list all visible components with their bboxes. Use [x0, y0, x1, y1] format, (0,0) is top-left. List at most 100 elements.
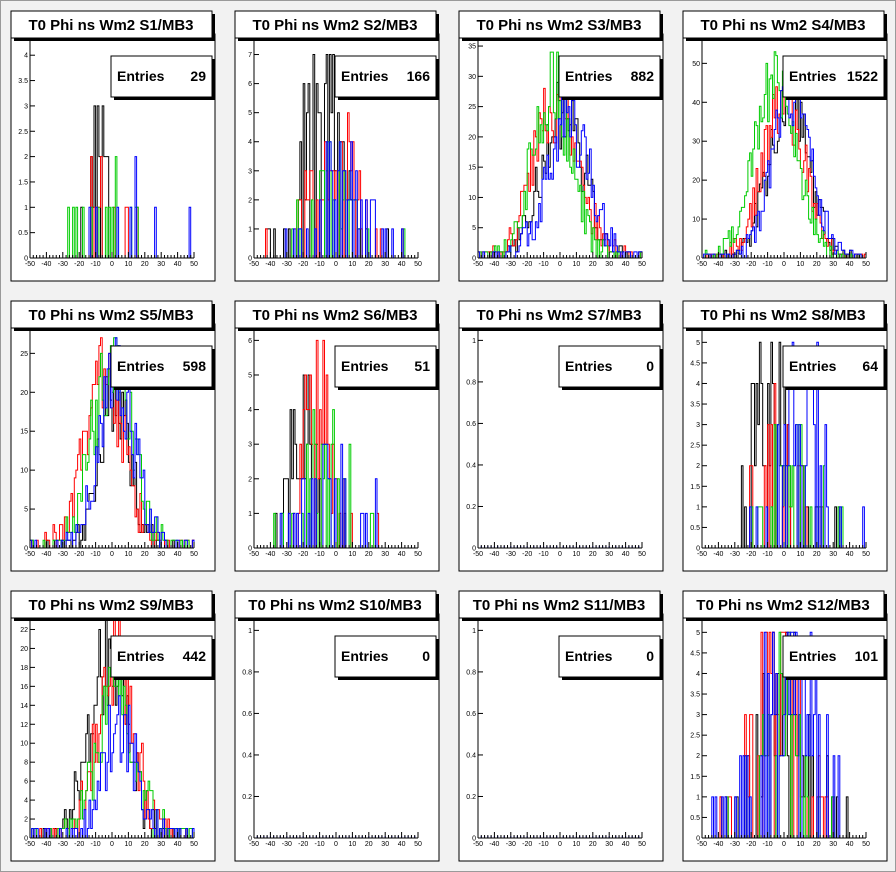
entries-label: Entries: [117, 68, 165, 84]
stats-box: [782, 55, 885, 98]
histogram-svg: -50 -40 -30 -20 -10 0 10 20 30 40 5000.20.40.60.81…: [458, 300, 664, 572]
x-tick-label: 10: [125, 841, 133, 848]
x-tick-label: -20: [298, 261, 308, 268]
x-tick-label: 50: [190, 261, 198, 268]
histogram-pad: -50 -40 -30 -20 -10 0 10 20 30 40 50 0 0.5 1 1.5 2 2.5 3 3…: [1, 2, 225, 292]
x-tick-label: -50: [25, 841, 35, 848]
histogram-pad: -50 -40 -30 -20 -10 0 10 20 30 40 50 0 0.2 0.4 0.6 0.8 1…: [225, 582, 449, 872]
stats-box: [110, 55, 213, 98]
chart-title: T0 Phi ns Wm2 S2/MB3: [252, 17, 417, 34]
x-tick-label: -20: [746, 551, 756, 558]
entries-label: Entries: [789, 358, 837, 374]
x-tick-label: -50: [25, 551, 35, 558]
stats-box: [782, 635, 885, 678]
y-tick-label: 3: [696, 712, 700, 719]
y-tick-label: 35: [468, 44, 476, 51]
y-tick-label: 22: [20, 627, 28, 634]
x-tick-label: 0: [558, 551, 562, 558]
y-tick-label: 2: [696, 463, 700, 470]
y-tick-label: 5: [472, 225, 476, 232]
x-tick-label: 0: [334, 551, 338, 558]
histogram-svg: -50 -40 -30 -20 -10 0 10 20 30 40 50 0 0.5 1 1.5 2 2.5 3 3…: [682, 300, 888, 572]
x-tick-label: -40: [265, 261, 275, 268]
title-box: [458, 300, 661, 329]
x-tick-label: 30: [157, 261, 165, 268]
y-tick-label: 0.6: [466, 421, 476, 428]
x-tick-label: 50: [638, 841, 646, 848]
y-tick-label: 2: [24, 817, 28, 824]
entries-label: Entries: [341, 68, 389, 84]
y-tick-label: 25: [20, 351, 28, 358]
x-tick-label: -30: [730, 551, 740, 558]
y-tick-label: 10: [20, 468, 28, 475]
y-tick-label: 5: [696, 630, 700, 637]
y-tick-label: 3: [24, 103, 28, 110]
x-tick-label: -40: [713, 551, 723, 558]
y-tick-label: 3.5: [690, 692, 700, 699]
y-tick-label: 0: [248, 256, 252, 263]
y-tick-label: 0.4: [466, 462, 476, 469]
x-tick-label: -30: [506, 841, 516, 848]
title-box: [682, 10, 885, 39]
x-tick-label: 40: [398, 261, 406, 268]
y-tick-label: 0.4: [466, 752, 476, 759]
x-tick-label: -30: [282, 261, 292, 268]
x-tick-label: 0: [334, 841, 338, 848]
title-box: [458, 10, 661, 39]
x-tick-label: -30: [58, 841, 68, 848]
x-tick-label: -50: [697, 551, 707, 558]
entries-value: 0: [646, 648, 654, 664]
stats-box: [558, 55, 661, 98]
histogram-svg: -50 -40 -30 -20 -10 0 10 20 30 40 50 0 1 2 3 4 5 6 T0 Phi …: [234, 300, 440, 572]
x-tick-label: 10: [797, 261, 805, 268]
y-tick-label: 6: [24, 779, 28, 786]
histogram-pad: -50 -40 -30 -20 -10 0 10 20 30 40 50 0 0.2 0.4 0.6 0.8 1…: [449, 582, 673, 872]
x-tick-label: -10: [91, 841, 101, 848]
x-tick-label: 0: [110, 261, 114, 268]
histogram-pad: -50 -40 -30 -20 -10 0 10 20 30 40 50 0 0.2 0.4 0.6 0.8 1…: [449, 292, 673, 582]
stats-box: [110, 635, 213, 678]
y-tick-label: 0: [472, 546, 476, 553]
x-tick-label: -20: [522, 841, 532, 848]
x-tick-label: -10: [91, 261, 101, 268]
x-tick-label: 50: [190, 841, 198, 848]
x-tick-label: 40: [622, 551, 630, 558]
x-tick-label: 20: [365, 261, 373, 268]
x-tick-label: -10: [763, 261, 773, 268]
y-tick-label: 3.5: [18, 78, 28, 85]
x-tick-label: -20: [522, 551, 532, 558]
x-tick-label: 40: [174, 841, 182, 848]
y-tick-label: 1: [248, 511, 252, 518]
x-tick-label: 50: [638, 261, 646, 268]
x-tick-label: 10: [797, 551, 805, 558]
x-tick-label: 50: [638, 551, 646, 558]
y-tick-label: 0: [696, 256, 700, 263]
x-tick-label: 40: [398, 841, 406, 848]
y-tick-label: 0: [248, 546, 252, 553]
histogram-pad: -50 -40 -30 -20 -10 0 10 20 30 40 50 0 0.5 1 1.5 2 2.5 3 3…: [673, 292, 896, 582]
y-tick-label: 0: [472, 256, 476, 263]
y-tick-label: 10: [692, 217, 700, 224]
y-tick-label: 7: [248, 52, 252, 59]
x-tick-label: 40: [622, 841, 630, 848]
x-tick-label: -50: [25, 261, 35, 268]
x-tick-label: 40: [846, 261, 854, 268]
x-tick-label: -10: [315, 841, 325, 848]
y-tick-label: 2: [24, 154, 28, 161]
y-tick-label: 2.5: [690, 443, 700, 450]
title-box: [10, 10, 213, 39]
title-box: [234, 300, 437, 329]
x-tick-label: -40: [489, 261, 499, 268]
y-tick-label: 1: [472, 338, 476, 345]
x-tick-label: -20: [74, 261, 84, 268]
x-tick-label: -30: [58, 551, 68, 558]
x-tick-label: 40: [174, 551, 182, 558]
chart-title: T0 Phi ns Wm2 S3/MB3: [476, 17, 641, 34]
histogram-pad: -50 -40 -30 -20 -10 0 10 20 30 40 50 0 10 20 30 40 50 T0 …: [673, 2, 896, 292]
entries-value: 29: [190, 68, 206, 84]
y-tick-label: 10: [20, 741, 28, 748]
chart-title: T0 Phi ns Wm2 S1/MB3: [28, 17, 193, 34]
stats-box: [110, 345, 213, 388]
histogram-svg: -50 -40 -30 -20 -10 0 10 20 30 40 50 0 1 2 3 4 5 6 7 T0 Phi…: [234, 10, 440, 282]
chart-title: T0 Phi ns Wm2 S12/MB3: [696, 597, 869, 614]
